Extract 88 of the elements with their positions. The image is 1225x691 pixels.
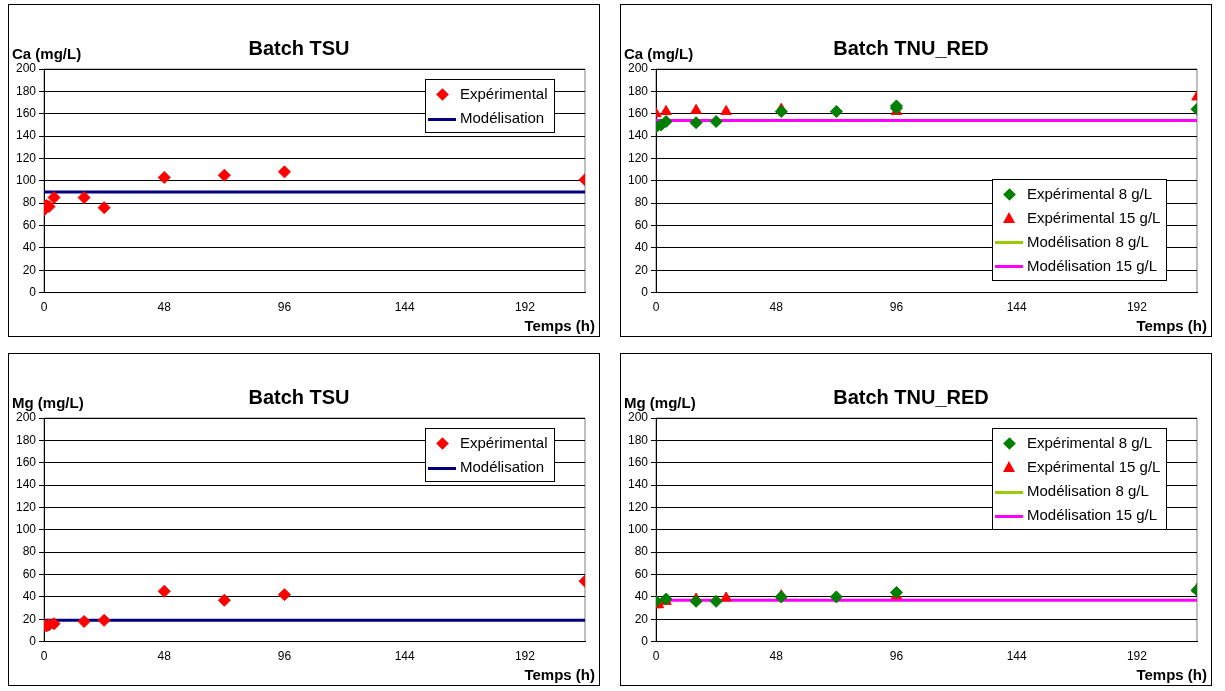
y-tick-label: 180 [627,83,649,98]
y-tick-label: 140 [15,128,37,143]
x-tick-label: 0 [652,300,660,315]
y-tick-label: 180 [15,432,37,447]
y-tick-label: 60 [634,217,649,232]
y-tick-label: 160 [15,455,37,470]
x-axis-title: Temps (h) [524,317,595,334]
x-tick-label: 0 [40,649,48,664]
y-tick-label: 80 [634,195,649,210]
x-tick-label: 96 [889,649,904,664]
legend-label: Expérimental 15 g/L [1027,208,1161,226]
y-tick-label: 160 [627,455,649,470]
y-tick-label: 40 [634,589,649,604]
x-tick-label: 48 [157,300,172,315]
x-tick-label: 96 [277,300,292,315]
x-tick-label: 0 [652,649,660,664]
y-tick-label: 80 [22,195,37,210]
y-tick-label: 40 [634,240,649,255]
y-tick-label: 100 [627,522,649,537]
y-tick-label: 40 [22,240,37,255]
y-tick-label: 140 [627,477,649,492]
x-tick-label: 144 [1006,300,1028,315]
y-tick-label: 0 [29,284,37,299]
y-tick-label: 20 [634,262,649,277]
chart-title: Batch TSU [248,385,350,408]
y-tick-label: 180 [15,83,37,98]
chart-title: Batch TSU [248,36,350,59]
legend-label: Expérimental 8 g/L [1027,184,1153,202]
y-tick-label: 0 [641,633,649,648]
y-tick-label: 60 [22,217,37,232]
y-tick-label: 20 [22,611,37,626]
legend-label: Modélisation 15 g/L [1027,256,1158,274]
y-axis-title: Mg (mg/L) [12,394,84,411]
x-tick-label: 144 [1006,649,1028,664]
y-tick-label: 120 [15,150,37,165]
legend-label: Expérimental 15 g/L [1027,458,1161,475]
legend-label: Modélisation 8 g/L [1027,232,1149,250]
x-tick-label: 96 [889,300,904,315]
y-tick-label: 20 [22,262,37,277]
legend-label: Expérimental [460,85,548,102]
y-tick-label: 180 [627,432,649,447]
legend-label: Expérimental 8 g/L [1027,434,1153,451]
y-tick-label: 0 [29,633,37,648]
x-axis-title: Temps (h) [1136,317,1207,334]
y-tick-label: 100 [15,173,37,188]
x-tick-label: 192 [1126,300,1148,315]
y-tick-label: 120 [15,499,37,514]
x-tick-label: 0 [40,300,48,315]
y-tick-label: 160 [627,106,649,121]
legend-label: Expérimental [460,434,548,451]
y-tick-label: 60 [22,566,37,581]
legend-label: Modélisation 15 g/L [1027,506,1158,523]
y-tick-label: 40 [22,589,37,604]
x-tick-label: 48 [769,300,784,315]
y-tick-label: 200 [627,61,649,76]
y-tick-label: 120 [627,150,649,165]
y-tick-label: 80 [22,544,37,559]
y-tick-label: 200 [627,410,649,425]
x-tick-label: 192 [1126,649,1148,664]
y-tick-label: 60 [634,566,649,581]
y-tick-label: 80 [634,544,649,559]
legend-label: Modélisation [460,458,545,475]
chart-title: Batch TNU_RED [833,36,989,59]
y-tick-label: 140 [627,128,649,143]
y-tick-label: 120 [627,499,649,514]
y-axis-title: Mg (mg/L) [624,394,696,411]
y-tick-label: 20 [634,611,649,626]
x-tick-label: 96 [277,649,292,664]
x-tick-label: 144 [394,300,416,315]
chart-title: Batch TNU_RED [833,385,989,408]
y-tick-label: 0 [641,284,649,299]
y-tick-label: 200 [15,61,37,76]
x-axis-title: Temps (h) [1136,666,1207,683]
y-tick-label: 100 [15,522,37,537]
x-axis-title: Temps (h) [524,666,595,683]
x-tick-label: 192 [514,300,536,315]
y-axis-title: Ca (mg/L) [12,45,82,62]
legend-label: Modélisation [460,109,545,126]
legend-label: Modélisation 8 g/L [1027,482,1149,499]
y-tick-label: 100 [627,173,649,188]
x-tick-label: 48 [769,649,784,664]
y-tick-label: 160 [15,106,37,121]
x-tick-label: 48 [157,649,172,664]
y-tick-label: 200 [15,410,37,425]
x-tick-label: 144 [394,649,416,664]
y-axis-title: Ca (mg/L) [624,45,694,62]
x-tick-label: 192 [514,649,536,664]
y-tick-label: 140 [15,477,37,492]
